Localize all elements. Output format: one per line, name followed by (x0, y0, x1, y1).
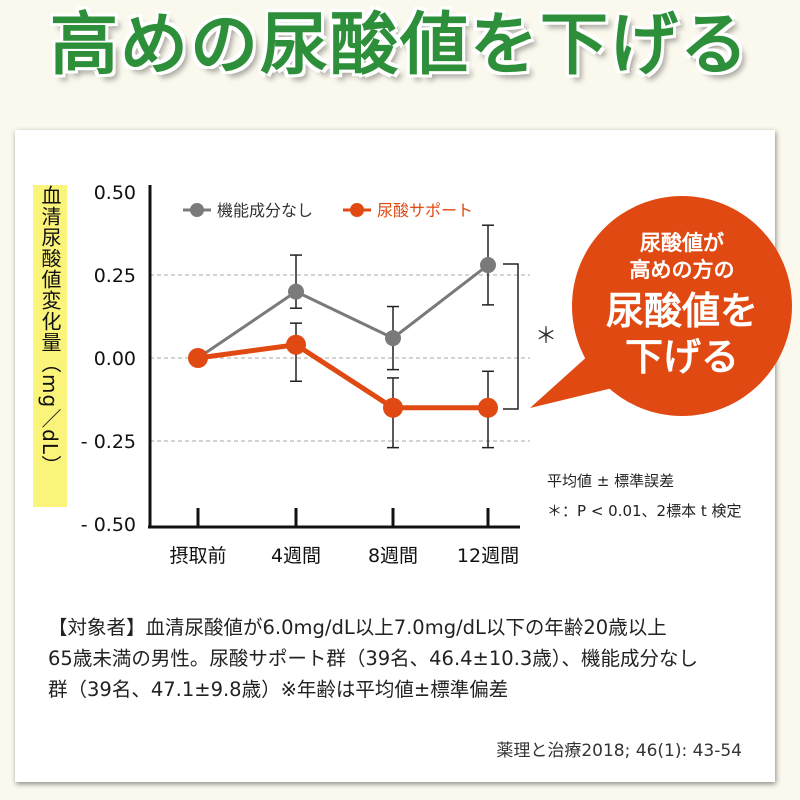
bubble-line1: 尿酸値が (640, 231, 724, 255)
x-tick-label: 4週間 (271, 545, 321, 567)
bubble-line4: 下げる (624, 335, 739, 379)
data-point (288, 283, 304, 300)
significance-asterisk: ＊ (535, 324, 557, 349)
data-point (188, 348, 208, 368)
footnote-line3: 群（39名、47.1±9.8歳）※年齢は平均値±標準偏差 (48, 678, 509, 701)
significance-bracket (503, 263, 519, 410)
bubble-line2: 高めの方の (629, 258, 735, 282)
bubble-line3: 尿酸値を (605, 289, 758, 333)
data-point (480, 257, 496, 274)
legend-label: 機能成分なし (217, 201, 313, 220)
data-point (383, 397, 403, 418)
legend-marker (190, 203, 204, 217)
error-note: 平均値 ± 標準誤差 (547, 472, 675, 490)
y-tick-label: - 0.25 (81, 431, 136, 453)
data-point (286, 334, 306, 355)
footnote-line1: 【対象者】血清尿酸値が6.0mg/dL以上7.0mg/dL以下の年齢20歳以上 (48, 616, 667, 639)
significance-note: ＊：P < 0.01、2標本 t 検定 (547, 502, 742, 520)
legend-marker (350, 203, 364, 217)
footnote-line2: 65歳未満の男性。尿酸サポート群（39名、46.4±10.3歳）、機能成分なし (48, 647, 699, 670)
y-tick-label: 0.25 (94, 265, 136, 287)
callout-bubble: 尿酸値が高めの方の 尿酸値を 下げる (572, 196, 792, 416)
data-point (385, 330, 401, 347)
x-tick-label: 12週間 (457, 545, 519, 567)
x-tick-label: 摂取前 (169, 545, 226, 567)
series-line (197, 342, 488, 411)
citation: 薬理と治療2018; 46(1): 43-54 (496, 741, 742, 761)
series-line (197, 263, 489, 360)
footnote: 【対象者】血清尿酸値が6.0mg/dL以上7.0mg/dL以下の年齢20歳以上 … (48, 612, 768, 705)
headline: 高めの尿酸値を下げる (49, 6, 750, 85)
data-point (478, 397, 498, 418)
y-tick-label: - 0.50 (81, 514, 136, 536)
legend-label: 尿酸サポート (377, 201, 473, 220)
y-axis-label: 血清尿酸値変化量（mg／dL） (33, 185, 67, 507)
y-tick-label: 0.00 (94, 348, 136, 370)
x-tick-label: 8週間 (368, 545, 418, 567)
y-tick-label: 0.50 (94, 182, 136, 204)
